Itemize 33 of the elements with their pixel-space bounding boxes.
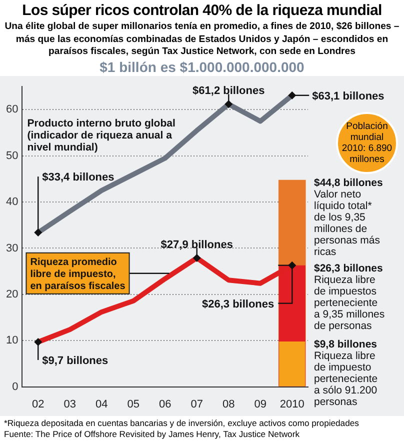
y-tick-label: 20 [6,288,18,300]
annotation: $9,8 billones Riqueza libre de impuesto perteneciente a sólo 91.200 personas [314,338,378,408]
x-tick-label: 05 [127,398,140,410]
source-note: Fuente: The Price of Offshore Revisited by James Henry, Tax Justice Network [4,429,300,440]
annotation: $63,1 billones [312,90,384,102]
y-tick-label: 0 [12,380,18,393]
annotation: $27,9 billones [160,238,233,251]
y-tick-label: 40 [6,196,18,208]
x-tick-label: 04 [95,398,108,410]
x-tick-label: 03 [64,398,76,410]
y-tick-label: 50 [6,150,18,162]
x-tick-label: 09 [254,398,266,410]
annotation: $26,3 billones Riqueza libre de impuestos perteneciente a 9,35 millones de personas [314,262,385,332]
x-tick-label: 2010 [280,398,304,410]
x-tick-label: 06 [158,398,172,410]
legend-label: Riqueza promedio libre de impuesto, en paraísos fiscales [30,256,126,292]
x-tick-label: 07 [190,398,203,410]
circle-badge: Población mundial 2010: 6.890 millones [336,112,398,174]
annotation: $44,8 billones Valor neto líquido total* de los 9,35 millones de personas más ricas [314,176,384,258]
series-label: Producto interno bruto global (indicador de riqueza anual a nivel mundial) [27,118,176,154]
x-tick-label: 08 [222,398,235,410]
y-tick-label: 10 [6,334,18,347]
annotation: $61,2 billones [192,85,265,98]
chart-title: Los súper ricos controlan 40% de la riqueza mundial [21,1,383,21]
text: *Riqueza depositada en cuentas bancarias y de inversión, excluye activos como propiedades [4,418,360,429]
x-tick-label: 02 [32,398,44,410]
annotation: $9,7 billones [42,355,108,367]
annotation: $33,4 billones [42,172,114,184]
y-tick-label: 30 [6,242,18,254]
annotation: $26,3 billones [202,298,274,310]
y-tick-label: 60 [6,104,18,116]
chart-subtitle: Una élite global de super millonarios tenía en promedio, a fines de 2010, $26 billones – más que las economías combinadas de Estados Unidos y Japón – escondidos en paraísos fiscales, según Tax Justice Network, con sede en Londres [4,21,400,59]
text: $1 billón es $1.000.000.000.000 [98,59,306,76]
